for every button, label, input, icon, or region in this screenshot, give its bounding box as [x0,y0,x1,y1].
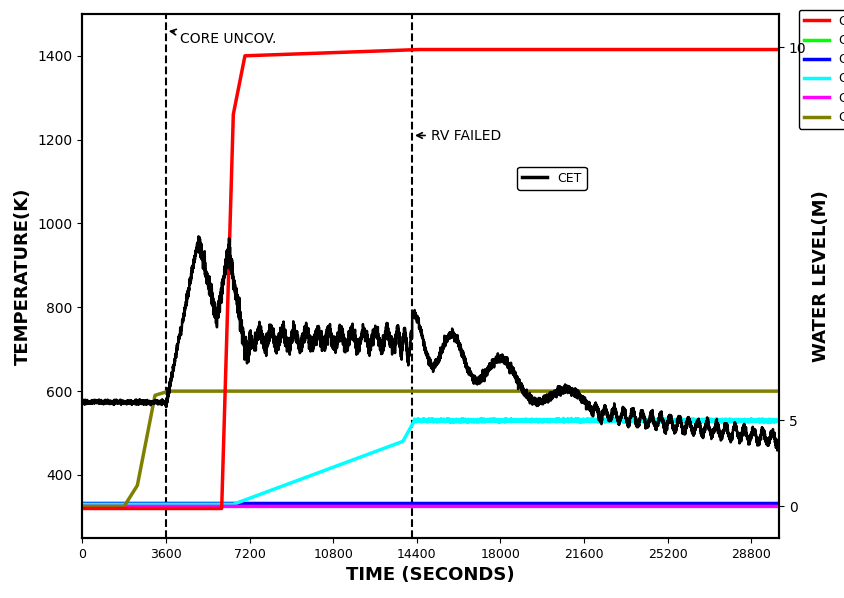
Text: CORE UNCOV.: CORE UNCOV. [170,29,276,46]
Text: RV FAILED: RV FAILED [417,129,501,143]
Y-axis label: WATER LEVEL(M): WATER LEVEL(M) [812,190,830,362]
X-axis label: TIME (SECONDS): TIME (SECONDS) [346,566,515,584]
Legend: CET: CET [517,167,587,190]
Y-axis label: TEMPERATURE(K): TEMPERATURE(K) [14,187,32,365]
